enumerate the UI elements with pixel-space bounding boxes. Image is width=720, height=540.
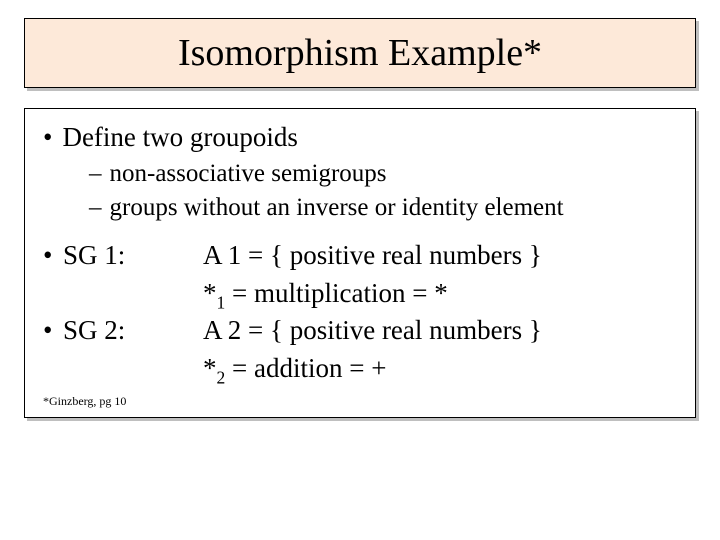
sg2-def2: *2 = addition = + bbox=[203, 350, 677, 386]
bullet-icon: • bbox=[43, 237, 63, 273]
sg2-op-pre: * bbox=[203, 353, 217, 383]
title-box: Isomorphism Example* bbox=[24, 18, 696, 88]
sg2-op-sub: 2 bbox=[217, 368, 226, 388]
sg1-op-pre: * bbox=[203, 278, 217, 308]
sg1-op-sub: 1 bbox=[217, 293, 226, 313]
bullet-text: Define two groupoids bbox=[62, 119, 297, 155]
sg2-label: SG 2: bbox=[63, 312, 203, 348]
sg1-def1: A 1 = { positive real numbers } bbox=[203, 237, 542, 273]
sg1-label: SG 1: bbox=[63, 237, 203, 273]
sub-text-2: groups without an inverse or identity el… bbox=[110, 191, 564, 225]
sub-text-1: non-associative semigroups bbox=[110, 157, 387, 191]
sub-list: – non-associative semigroups – groups wi… bbox=[89, 157, 677, 225]
footnote: *Ginzberg, pg 10 bbox=[43, 393, 677, 409]
sg2-row: • SG 2: A 2 = { positive real numbers } bbox=[43, 312, 677, 348]
sg2-def1: A 2 = { positive real numbers } bbox=[203, 312, 542, 348]
sg1-def2: *1 = multiplication = * bbox=[203, 275, 677, 311]
bullet-icon: • bbox=[43, 312, 63, 348]
bullet-icon: • bbox=[43, 124, 52, 151]
sg1-row: • SG 1: A 1 = { positive real numbers } bbox=[43, 237, 677, 273]
dash-icon: – bbox=[89, 157, 102, 191]
sg1-op-post: = multiplication = * bbox=[225, 278, 447, 308]
sub-item-1: – non-associative semigroups bbox=[89, 157, 677, 191]
content-box: • Define two groupoids – non-associative… bbox=[24, 108, 696, 418]
bullet-define: • Define two groupoids bbox=[43, 119, 677, 155]
sg2-op-post: = addition = + bbox=[225, 353, 386, 383]
dash-icon: – bbox=[89, 191, 102, 225]
slide-title: Isomorphism Example* bbox=[25, 31, 695, 75]
sub-item-2: – groups without an inverse or identity … bbox=[89, 191, 677, 225]
